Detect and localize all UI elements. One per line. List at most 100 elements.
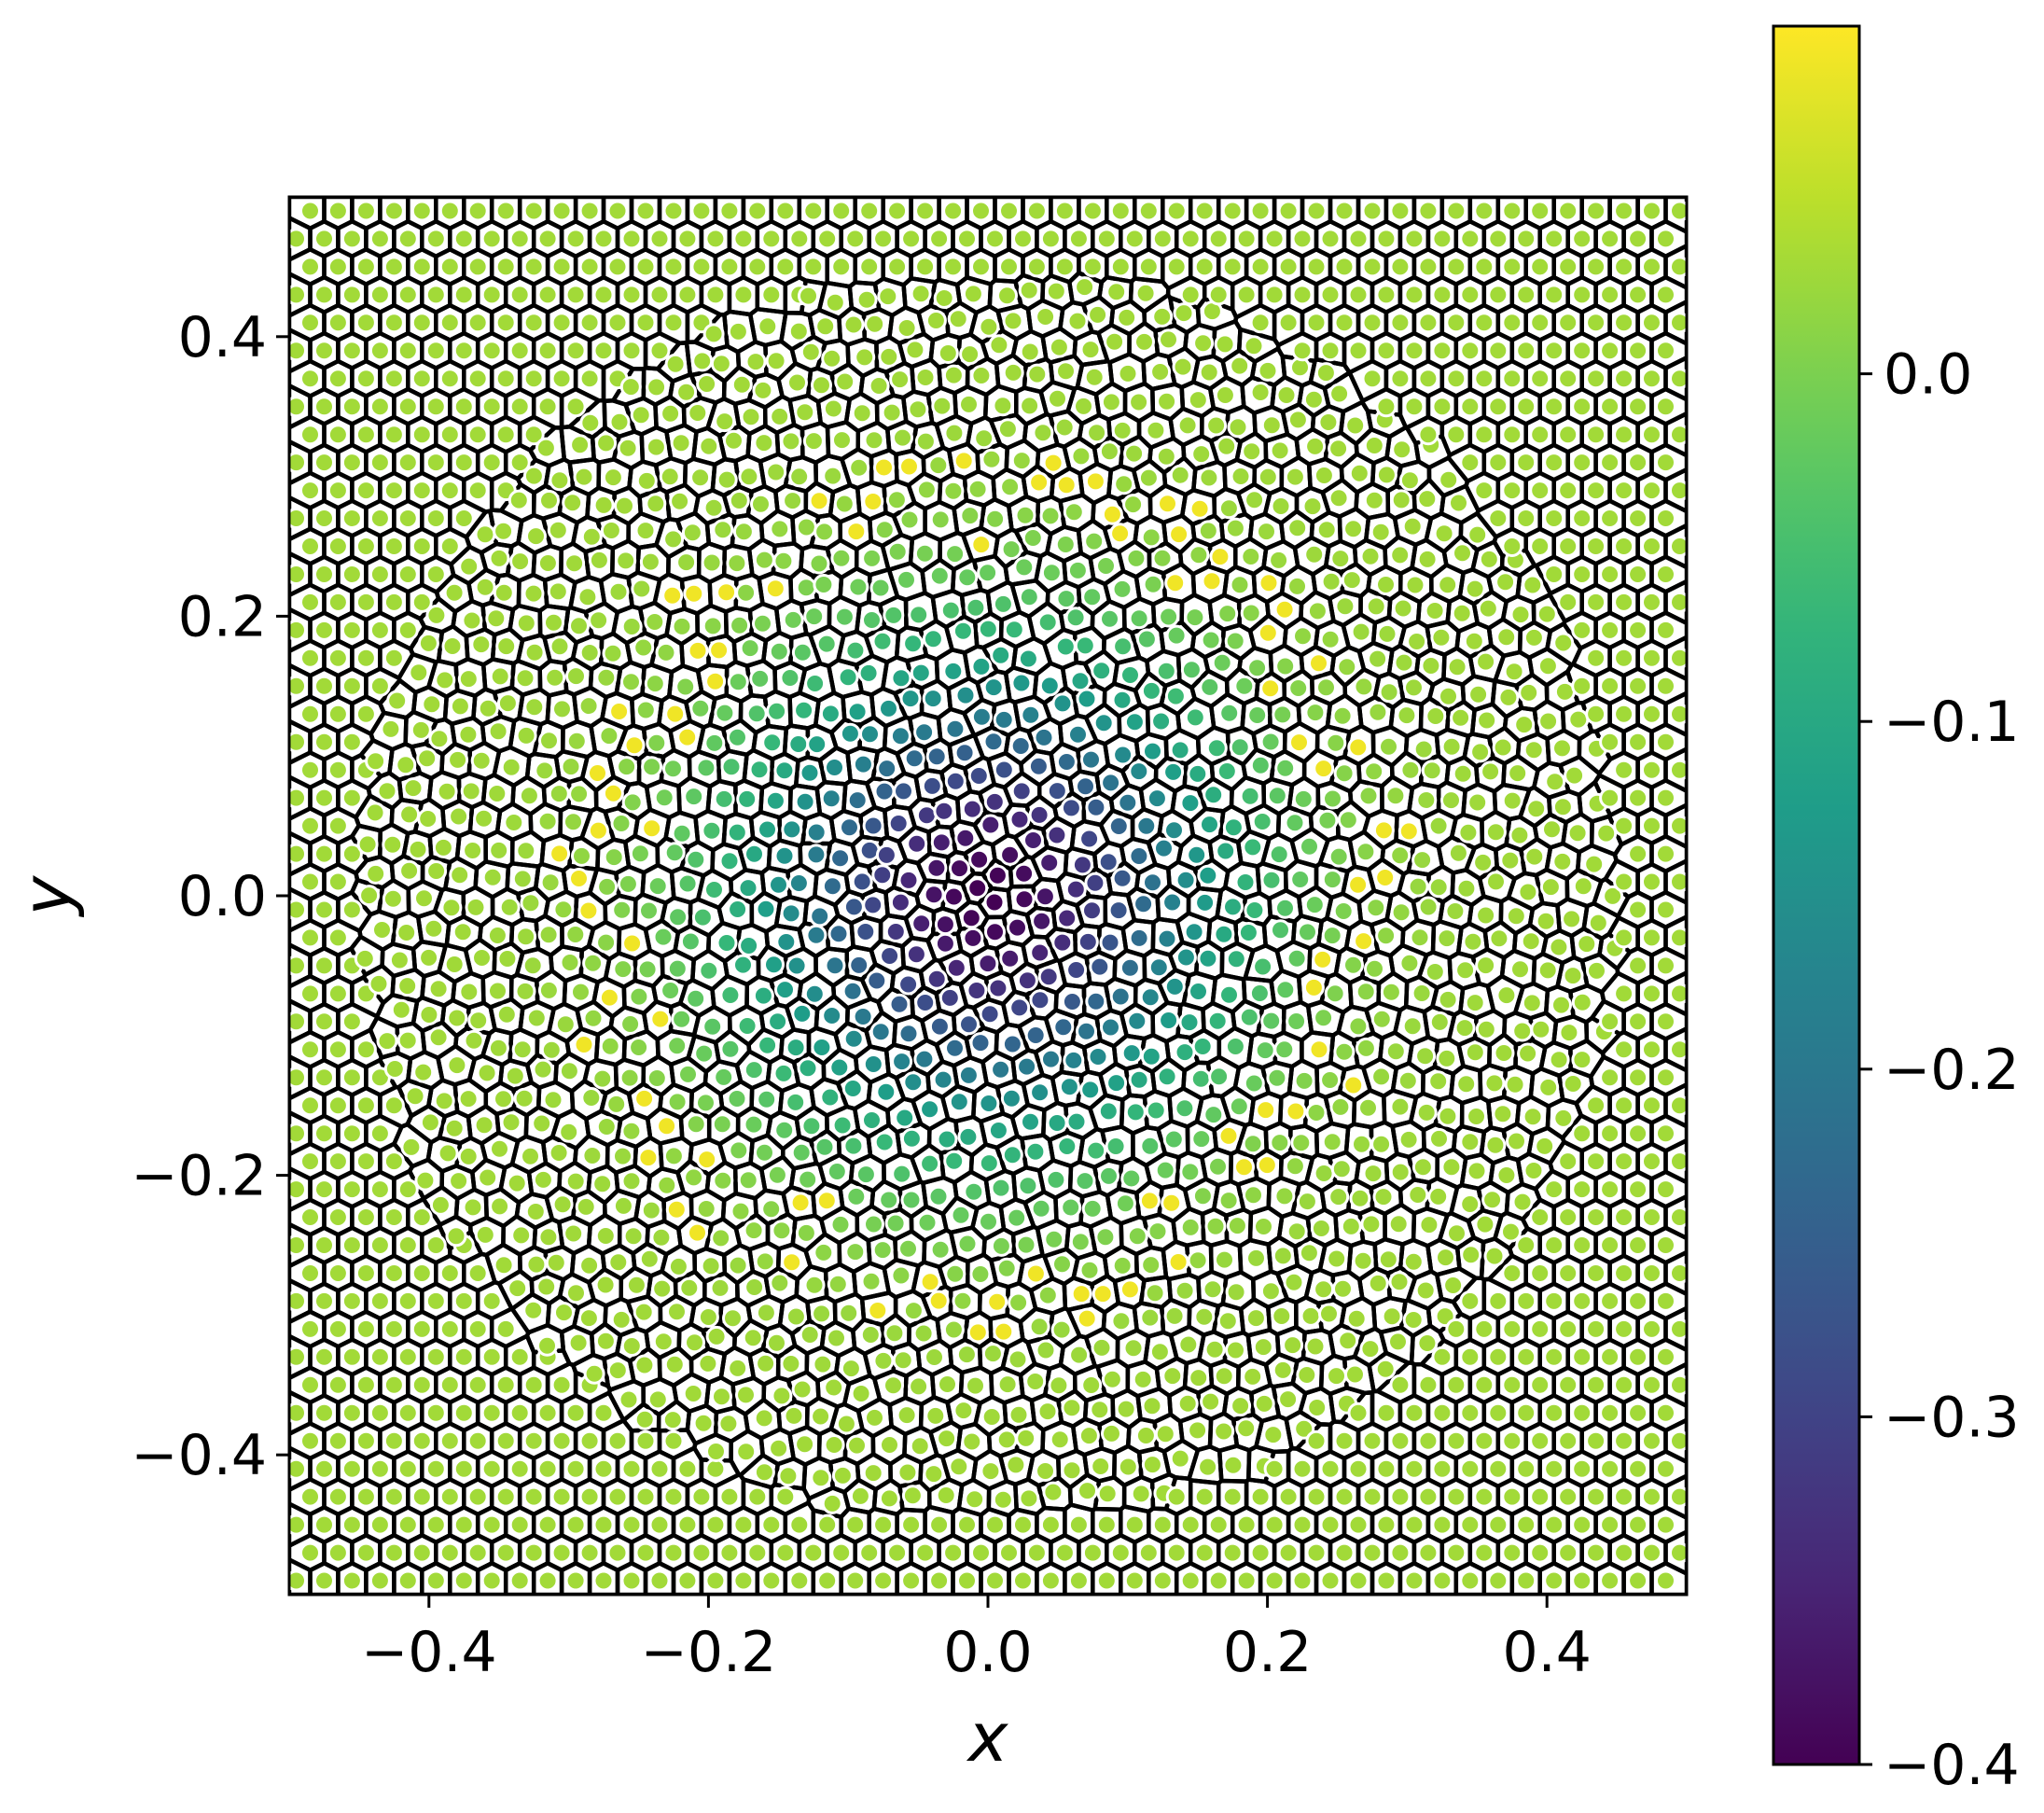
data-point bbox=[1168, 523, 1190, 546]
data-point bbox=[327, 256, 349, 278]
data-point bbox=[1053, 256, 1076, 278]
data-point bbox=[942, 1541, 965, 1564]
data-point bbox=[937, 342, 959, 364]
data-point bbox=[753, 1461, 775, 1484]
data-point bbox=[1117, 791, 1139, 814]
data-point bbox=[289, 396, 307, 418]
data-point bbox=[665, 1198, 688, 1220]
data-point bbox=[702, 496, 725, 519]
data-point bbox=[473, 1114, 495, 1137]
data-point bbox=[1096, 1483, 1119, 1505]
data-point bbox=[847, 576, 869, 598]
data-point bbox=[952, 620, 974, 642]
data-point bbox=[869, 577, 892, 599]
data-point bbox=[634, 1541, 657, 1564]
data-point bbox=[1305, 1102, 1328, 1123]
data-point bbox=[915, 804, 938, 827]
data-point bbox=[1602, 885, 1624, 907]
data-point bbox=[881, 401, 903, 424]
data-point bbox=[341, 1067, 363, 1089]
data-point bbox=[449, 864, 471, 886]
data-point bbox=[1523, 1160, 1545, 1181]
data-point bbox=[1064, 607, 1087, 629]
data-point bbox=[1437, 574, 1459, 596]
data-point bbox=[1156, 927, 1178, 950]
data-point bbox=[831, 1114, 854, 1137]
data-point bbox=[410, 368, 433, 390]
data-point bbox=[1477, 597, 1499, 620]
data-point bbox=[1427, 1070, 1450, 1093]
data-point bbox=[1263, 1569, 1286, 1592]
data-point bbox=[1613, 312, 1635, 334]
data-point bbox=[327, 424, 349, 446]
data-point bbox=[777, 1465, 800, 1487]
data-point bbox=[828, 1056, 851, 1079]
data-point bbox=[424, 1513, 447, 1536]
data-point bbox=[612, 958, 634, 981]
data-point bbox=[800, 1115, 823, 1137]
data-point bbox=[1028, 471, 1050, 494]
data-point bbox=[712, 1169, 734, 1192]
data-point bbox=[341, 1123, 363, 1145]
data-point bbox=[1110, 1310, 1133, 1332]
data-point bbox=[522, 465, 545, 487]
data-point bbox=[811, 374, 832, 397]
data-point bbox=[1557, 1541, 1579, 1564]
data-point bbox=[622, 1225, 645, 1248]
data-point bbox=[577, 900, 600, 922]
data-point bbox=[494, 424, 517, 446]
data-point bbox=[754, 1250, 776, 1273]
data-point bbox=[1641, 815, 1662, 837]
data-point bbox=[416, 747, 438, 770]
data-point bbox=[810, 1405, 832, 1428]
data-point bbox=[1333, 762, 1356, 785]
data-point bbox=[732, 1569, 755, 1592]
data-point bbox=[1179, 792, 1202, 815]
data-point bbox=[299, 1429, 321, 1452]
data-point bbox=[289, 564, 307, 585]
data-point bbox=[1058, 1076, 1080, 1098]
data-point bbox=[398, 803, 421, 826]
data-point bbox=[1515, 1569, 1537, 1592]
data-point bbox=[1452, 542, 1473, 565]
data-point bbox=[1464, 1041, 1486, 1064]
data-point bbox=[1139, 1306, 1161, 1329]
data-point bbox=[1543, 396, 1565, 418]
data-point bbox=[524, 1201, 547, 1222]
data-point bbox=[868, 375, 890, 397]
data-point bbox=[728, 490, 750, 511]
data-point bbox=[620, 1335, 643, 1357]
data-point bbox=[1017, 1175, 1039, 1197]
data-point bbox=[996, 285, 1018, 307]
data-point bbox=[1034, 886, 1056, 908]
data-point bbox=[542, 1089, 564, 1111]
data-point bbox=[692, 1412, 715, 1434]
data-point bbox=[563, 552, 586, 575]
data-point bbox=[382, 833, 404, 856]
data-point bbox=[1251, 811, 1273, 832]
data-point bbox=[1417, 1429, 1439, 1452]
data-point bbox=[839, 722, 861, 745]
data-point bbox=[648, 228, 671, 250]
data-point bbox=[1302, 388, 1325, 411]
data-point bbox=[787, 872, 810, 894]
data-point bbox=[1241, 440, 1263, 463]
data-point bbox=[1641, 1541, 1662, 1564]
data-point bbox=[1089, 955, 1111, 978]
data-point bbox=[559, 952, 581, 973]
data-point bbox=[1417, 1485, 1439, 1508]
data-point bbox=[875, 1081, 897, 1103]
data-point bbox=[1263, 1513, 1286, 1536]
data-point bbox=[1024, 1371, 1047, 1392]
data-point bbox=[1627, 1457, 1649, 1480]
data-point bbox=[368, 972, 390, 995]
data-point bbox=[427, 978, 450, 1000]
data-point bbox=[457, 668, 480, 690]
data-point bbox=[1641, 703, 1662, 725]
data-point bbox=[1234, 872, 1257, 893]
data-point bbox=[871, 864, 894, 886]
data-point bbox=[990, 1058, 1012, 1081]
data-point bbox=[1206, 1010, 1229, 1032]
data-point bbox=[1194, 891, 1217, 913]
data-point bbox=[815, 633, 838, 655]
